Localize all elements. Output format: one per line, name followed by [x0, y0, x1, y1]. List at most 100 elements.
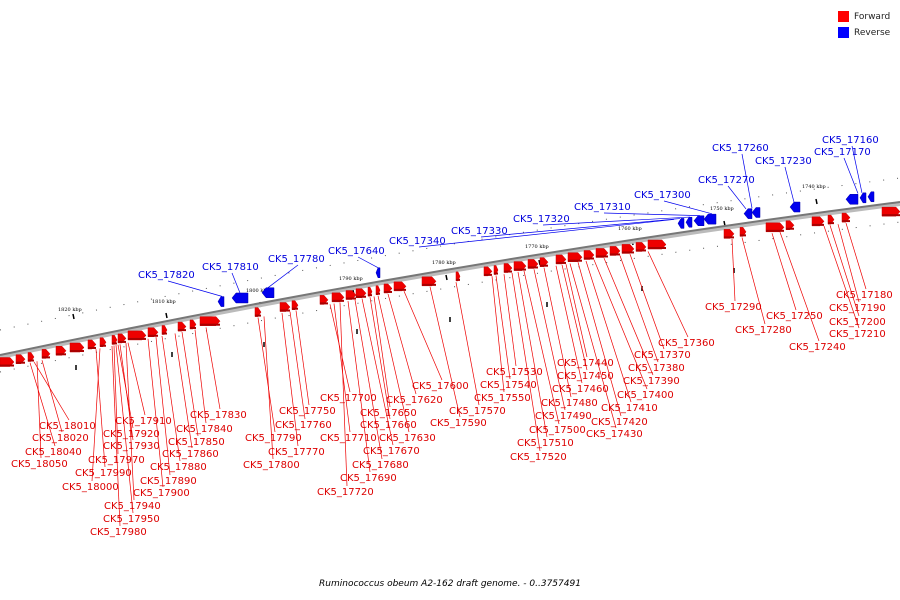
forward-leader-line	[741, 237, 766, 325]
forward-leader-line	[771, 233, 797, 311]
forward-leader-line	[33, 361, 70, 421]
reverse-leader-line	[542, 216, 691, 226]
forward-gene-label: CK5_17830	[190, 410, 247, 421]
forward-gene-shade	[456, 278, 460, 281]
forward-leader-line	[41, 360, 63, 433]
forward-leader-line	[115, 345, 134, 514]
forward-gene-shade	[356, 295, 366, 298]
forward-gene-shade	[162, 332, 167, 335]
forward-leader-line	[119, 344, 134, 441]
forward-gene-label: CK5_17890	[140, 476, 197, 487]
forward-gene-label: CK5_17770	[268, 447, 325, 458]
forward-gene-shade	[178, 329, 186, 332]
forward-gene-shade	[786, 227, 794, 230]
forward-gene-label: CK5_17200	[829, 317, 886, 328]
reverse-leader-line	[267, 264, 299, 288]
forward-leader-line	[517, 271, 548, 438]
forward-leader-line	[339, 302, 348, 487]
forward-leader-line	[561, 264, 588, 371]
reverse-gene-arrow	[751, 207, 761, 218]
forward-gene-shade	[766, 229, 784, 232]
forward-gene-label: CK5_17660	[360, 420, 417, 431]
forward-leader-line	[333, 303, 351, 433]
reverse-gene-label: CK5_17340	[389, 236, 446, 247]
reverse-gene-label: CK5_17640	[328, 246, 385, 257]
reverse-leader-lines	[167, 145, 863, 297]
forward-gene-label: CK5_17970	[88, 455, 145, 466]
forward-gene-label: CK5_17940	[104, 501, 161, 512]
forward-gene-shade	[724, 236, 734, 239]
reverse-gene-arrow	[375, 267, 381, 278]
forward-leader-line	[147, 338, 164, 488]
forward-leader-line	[127, 342, 146, 416]
forward-gene-label: CK5_17460	[552, 384, 609, 395]
reverse-gene-arrow	[261, 287, 275, 298]
forward-gene-shade	[368, 294, 372, 297]
forward-leader-line	[194, 329, 207, 424]
forward-gene-label: CK5_17840	[176, 424, 233, 435]
tick-label-1790: 1790 kbp	[339, 276, 363, 282]
forward-gene-shade	[514, 268, 526, 271]
forward-gene-label: CK5_17430	[586, 429, 643, 440]
forward-leader-line	[155, 337, 171, 476]
forward-leader-line	[455, 282, 480, 406]
reverse-gene-label: CK5_17160	[822, 135, 879, 146]
forward-gene-label: CK5_17750	[279, 406, 336, 417]
forward-gene-label: CK5_17550	[474, 393, 531, 404]
reverse-leader-line	[167, 280, 223, 297]
tick-label-1800: 1800 kbp	[246, 288, 270, 294]
tick-label-1760: 1760 kbp	[618, 226, 642, 232]
forward-gene-shade	[484, 273, 492, 276]
forward-gene-label: CK5_17250	[766, 311, 823, 322]
forward-leader-line	[161, 335, 181, 462]
reverse-genes	[217, 191, 875, 307]
forward-leader-line	[837, 224, 860, 303]
forward-gene-shade	[128, 337, 146, 340]
forward-gene-label: CK5_18010	[39, 421, 96, 432]
genome-backbone-shadow	[0, 202, 900, 359]
forward-gene-shade	[584, 257, 594, 260]
reverse-leader-line	[603, 212, 701, 216]
forward-leader-line	[829, 225, 860, 317]
forward-gene-label: CK5_17680	[352, 460, 409, 471]
tick-label-1750: 1750 kbp	[710, 206, 734, 212]
forward-gene-label: CK5_17930	[103, 441, 160, 452]
reverse-gene-arrow	[677, 218, 685, 229]
forward-gene-shade	[28, 359, 34, 362]
inner-dotted-ring	[0, 221, 900, 373]
forward-gene-label: CK5_17440	[557, 358, 614, 369]
reverse-gene-arrow	[867, 191, 875, 203]
forward-gene-shade	[528, 266, 538, 269]
forward-gene-label: CK5_17210	[829, 329, 886, 340]
forward-gene-shade	[740, 234, 746, 237]
forward-gene-shade	[636, 249, 646, 252]
forward-leader-line	[619, 255, 659, 363]
forward-gene-arrow	[0, 357, 15, 367]
forward-gene-shade	[842, 220, 850, 223]
forward-gene-label: CK5_17880	[150, 462, 207, 473]
reverse-gene-label: CK5_17270	[698, 175, 755, 186]
forward-leader-line	[111, 345, 121, 527]
forward-gene-label: CK5_17950	[103, 514, 160, 525]
forward-gene-label: CK5_18000	[62, 482, 119, 493]
legend-label-forward: Forward	[854, 11, 891, 22]
forward-leader-line	[555, 265, 583, 384]
forward-gene-shade	[255, 314, 261, 317]
forward-leader-line	[629, 254, 665, 350]
forward-gene-label: CK5_17420	[591, 417, 648, 428]
tick-marks	[72, 198, 818, 370]
forward-gene-shade	[384, 290, 392, 293]
reverse-leader-line	[784, 166, 795, 203]
forward-leader-line	[125, 343, 135, 501]
forward-gene-label: CK5_17480	[541, 398, 598, 409]
forward-leader-line	[543, 267, 572, 398]
forward-gene-shade	[56, 353, 66, 356]
reverse-leader-line	[231, 272, 241, 294]
forward-gene-label: CK5_17490	[535, 411, 592, 422]
forward-leader-line	[205, 327, 221, 410]
forward-leader-line	[387, 293, 417, 395]
forward-leader-line	[603, 258, 654, 376]
tick-label-1810: 1810 kbp	[152, 299, 176, 305]
forward-gene-label: CK5_17720	[317, 487, 374, 498]
